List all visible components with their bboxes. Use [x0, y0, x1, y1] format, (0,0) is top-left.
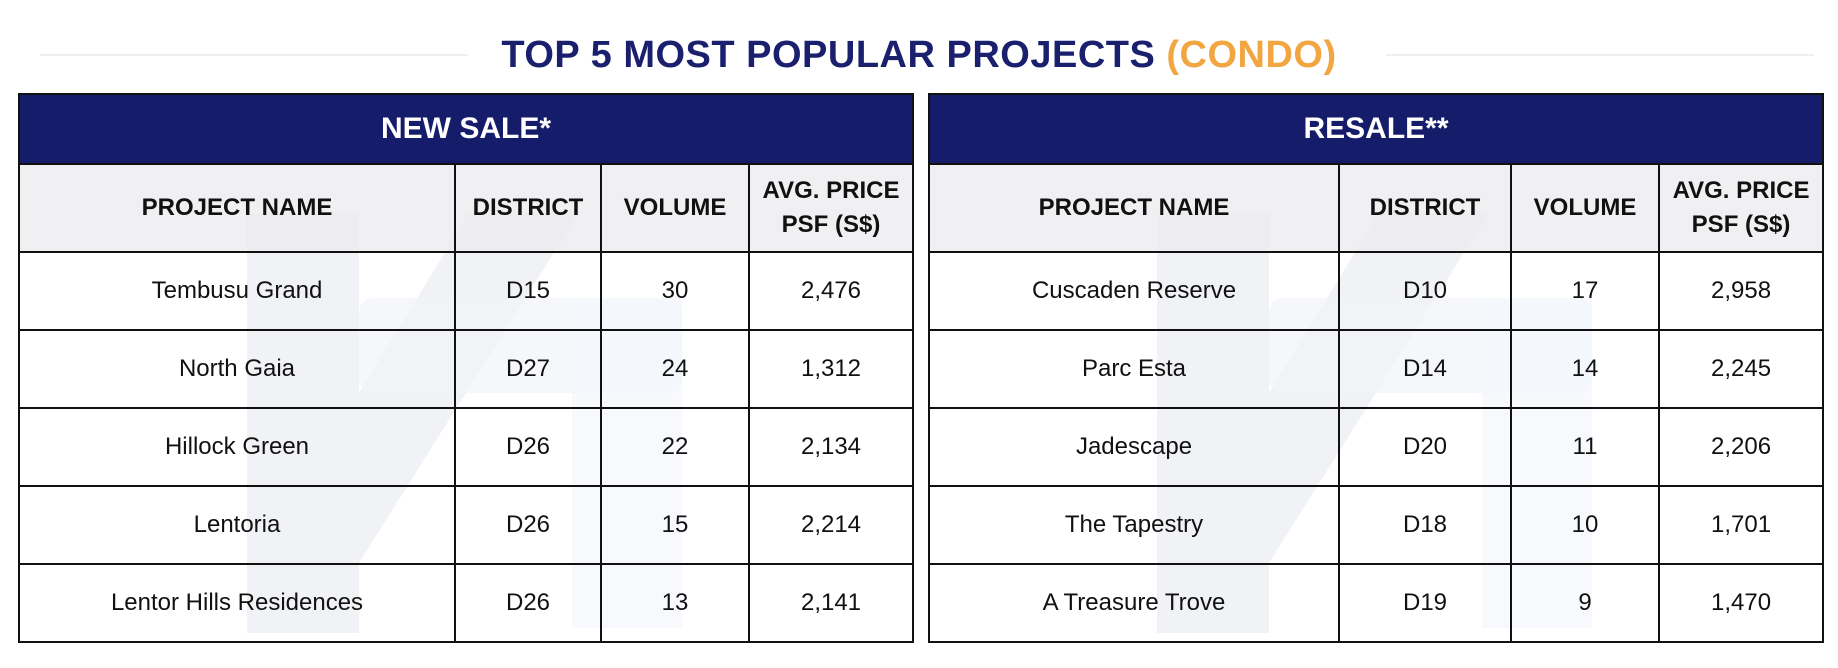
avg-price-cell: 1,470	[1657, 563, 1825, 643]
district-cell: D15	[454, 251, 602, 331]
avg-price-cell: 2,245	[1657, 329, 1825, 409]
district-cell: D18	[1338, 485, 1512, 565]
project-name-cell: Lentor Hills Residences	[18, 563, 456, 643]
volume-cell: 17	[1510, 251, 1660, 331]
district-cell: D20	[1338, 407, 1512, 487]
district-cell: D27	[454, 329, 602, 409]
project-name-cell: Parc Esta	[928, 329, 1340, 409]
project-name-cell: A Treasure Trove	[928, 563, 1340, 643]
table-row: Hillock Green D26 22 2,134	[18, 407, 915, 487]
district-cell: D26	[454, 407, 602, 487]
resale-panel: RESALE** PROJECT NAME DISTRICT VOLUME AV…	[927, 93, 1825, 643]
table-row: Tembusu Grand D15 30 2,476	[18, 251, 915, 331]
district-cell: D14	[1338, 329, 1512, 409]
new-sale-table: NEW SALE* PROJECT NAME DISTRICT VOLUME A…	[17, 93, 915, 643]
table-row: Lentoria D26 15 2,214	[18, 485, 915, 565]
volume-cell: 11	[1510, 407, 1660, 487]
column-header-avg-price-psf: AVG. PRICE PSF (S$)	[1657, 163, 1825, 253]
avg-price-cell: 2,141	[747, 563, 915, 643]
volume-cell: 10	[1510, 485, 1660, 565]
project-name-cell: North Gaia	[18, 329, 456, 409]
project-name-cell: Lentoria	[18, 485, 456, 565]
column-header-project-name: PROJECT NAME	[928, 163, 1340, 253]
column-header-volume: VOLUME	[600, 163, 750, 253]
resale-column-headers: PROJECT NAME DISTRICT VOLUME AVG. PRICE …	[928, 163, 1825, 253]
page-title-main: TOP 5 MOST POPULAR PROJECTS	[501, 34, 1156, 76]
avg-price-cell: 2,476	[747, 251, 915, 331]
resale-table: RESALE** PROJECT NAME DISTRICT VOLUME AV…	[927, 93, 1825, 643]
new-sale-panel: NEW SALE* PROJECT NAME DISTRICT VOLUME A…	[17, 93, 915, 643]
volume-cell: 30	[600, 251, 750, 331]
project-name-cell: Jadescape	[928, 407, 1340, 487]
column-header-district: DISTRICT	[1338, 163, 1512, 253]
district-cell: D10	[1338, 251, 1512, 331]
page-title: TOP 5 MOST POPULAR PROJECTS (CONDO)	[0, 30, 1838, 80]
volume-cell: 24	[600, 329, 750, 409]
title-divider-right	[1386, 54, 1814, 56]
column-header-project-name: PROJECT NAME	[18, 163, 456, 253]
new-sale-column-headers: PROJECT NAME DISTRICT VOLUME AVG. PRICE …	[18, 163, 915, 253]
district-cell: D26	[454, 563, 602, 643]
district-cell: D19	[1338, 563, 1512, 643]
table-row: Jadescape D20 11 2,206	[928, 407, 1825, 487]
avg-price-cell: 1,312	[747, 329, 915, 409]
table-row: The Tapestry D18 10 1,701	[928, 485, 1825, 565]
resale-heading: RESALE**	[927, 93, 1825, 165]
table-row: A Treasure Trove D19 9 1,470	[928, 563, 1825, 643]
avg-price-cell: 2,214	[747, 485, 915, 565]
avg-price-cell: 1,701	[1657, 485, 1825, 565]
avg-price-cell: 2,958	[1657, 251, 1825, 331]
volume-cell: 14	[1510, 329, 1660, 409]
volume-cell: 15	[600, 485, 750, 565]
column-header-district: DISTRICT	[454, 163, 602, 253]
avg-price-cell: 2,134	[747, 407, 915, 487]
project-name-cell: Cuscaden Reserve	[928, 251, 1340, 331]
title-row: TOP 5 MOST POPULAR PROJECTS (CONDO)	[0, 30, 1838, 80]
project-name-cell: Tembusu Grand	[18, 251, 456, 331]
district-cell: D26	[454, 485, 602, 565]
title-divider-left	[40, 54, 468, 56]
volume-cell: 13	[600, 563, 750, 643]
column-header-volume: VOLUME	[1510, 163, 1660, 253]
project-name-cell: Hillock Green	[18, 407, 456, 487]
table-row: Cuscaden Reserve D10 17 2,958	[928, 251, 1825, 331]
table-row: Parc Esta D14 14 2,245	[928, 329, 1825, 409]
project-name-cell: The Tapestry	[928, 485, 1340, 565]
volume-cell: 9	[1510, 563, 1660, 643]
page-title-accent: (CONDO)	[1166, 34, 1337, 76]
table-row: Lentor Hills Residences D26 13 2,141	[18, 563, 915, 643]
column-header-avg-price-psf: AVG. PRICE PSF (S$)	[747, 163, 915, 253]
table-row: North Gaia D27 24 1,312	[18, 329, 915, 409]
volume-cell: 22	[600, 407, 750, 487]
avg-price-cell: 2,206	[1657, 407, 1825, 487]
new-sale-heading: NEW SALE*	[17, 93, 915, 165]
